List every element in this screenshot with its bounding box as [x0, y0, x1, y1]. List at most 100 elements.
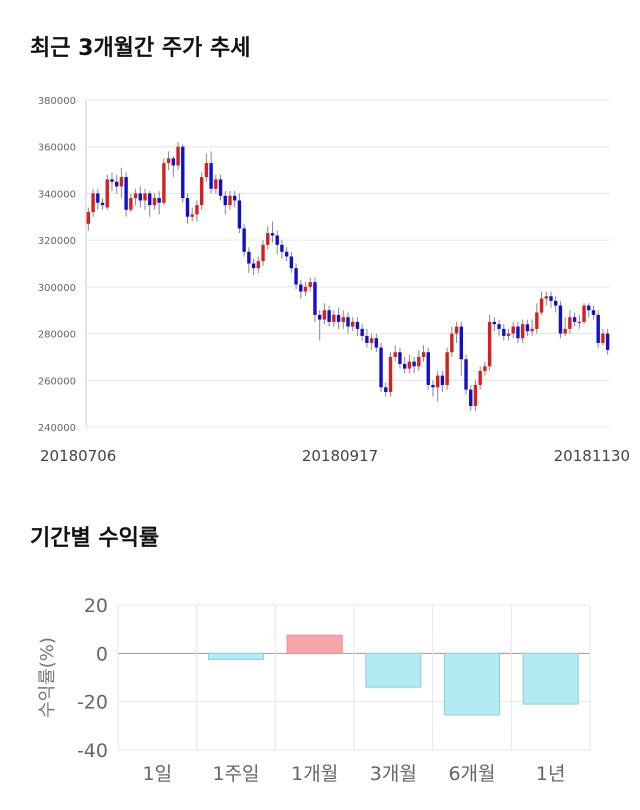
candle-body	[195, 205, 199, 215]
candle-body	[445, 352, 449, 385]
candle-body	[596, 314, 600, 343]
candle-body	[171, 158, 176, 166]
candle-body	[308, 282, 312, 287]
candle-body	[469, 389, 473, 406]
x-tick-label: 1년	[536, 763, 566, 785]
candle-body	[520, 324, 525, 339]
candle-body	[119, 177, 124, 187]
candle-body	[384, 387, 388, 392]
candle-body	[166, 158, 171, 164]
candle-body	[96, 193, 100, 203]
candle-body	[601, 333, 605, 343]
candle-body	[577, 321, 582, 324]
candle-body	[492, 321, 497, 325]
candle-body	[181, 146, 185, 199]
price-trend-chart: 380000 360000 340000 320000 300000 280000 2600…	[38, 96, 630, 465]
candle-body	[284, 251, 289, 257]
candle-body	[341, 317, 345, 322]
price-trend-title: 최근 3개월간 주가 추세	[30, 36, 251, 61]
y-tick-label: 340000	[38, 189, 76, 200]
candle-body	[336, 314, 341, 322]
candle-body	[582, 305, 586, 322]
x-tick-label: 20180706	[40, 447, 116, 465]
candle-body	[402, 363, 407, 369]
y-tick-label: 20	[84, 595, 108, 617]
y-tick-label: 320000	[38, 236, 76, 247]
candle-body	[332, 314, 336, 322]
return-bar	[443, 652, 501, 716]
candle-body	[214, 179, 218, 189]
candle-body	[539, 298, 544, 313]
candle-body	[218, 179, 223, 196]
candle-body	[398, 352, 402, 364]
candle-body	[86, 212, 91, 224]
candle-body	[431, 384, 435, 388]
x-tick-label: 6개월	[448, 763, 495, 785]
y-tick-label: 360000	[38, 143, 76, 154]
x-tick-label: 3개월	[370, 763, 417, 785]
candle-body	[587, 305, 591, 311]
candle-body	[162, 163, 166, 203]
candle-body	[233, 195, 237, 201]
x-tick-label: 20181130	[554, 447, 630, 465]
candle-body	[435, 375, 440, 388]
candle-body	[247, 251, 251, 264]
candle-body	[190, 214, 194, 217]
candle-body	[100, 202, 105, 206]
candle-body	[138, 193, 142, 201]
x-tick-label: 20180917	[302, 447, 378, 465]
candle-body	[114, 181, 119, 187]
candle-body	[327, 310, 331, 322]
y-tick-label: 260000	[38, 376, 76, 387]
candle-body	[242, 228, 246, 252]
candle-body	[199, 177, 204, 206]
candle-body	[270, 233, 275, 236]
candle-body	[506, 333, 511, 336]
candle-body	[355, 321, 360, 329]
candle-body	[303, 286, 308, 292]
y-tick-label: -20	[77, 692, 108, 714]
candle-body	[591, 310, 596, 315]
y-tick-label: 0	[96, 643, 108, 665]
candle-body	[129, 198, 133, 210]
candle-body	[369, 338, 374, 343]
candle-body	[237, 200, 242, 229]
candle-body	[535, 312, 539, 329]
candle-body	[605, 333, 610, 350]
candle-body	[256, 261, 261, 269]
candle-body	[407, 361, 412, 369]
y-tick-label: 240000	[38, 423, 76, 434]
candle-body	[223, 195, 227, 206]
x-tick-label: 1개월	[291, 763, 338, 785]
candle-body	[487, 321, 492, 367]
return-bar	[365, 652, 422, 688]
candle-body	[204, 163, 209, 178]
candle-body	[568, 317, 572, 329]
candle-body	[251, 263, 256, 269]
candle-body	[266, 233, 270, 245]
candle-body	[289, 256, 294, 269]
candle-body	[530, 328, 534, 332]
candle-body	[148, 193, 152, 206]
candle-body	[317, 314, 322, 320]
candle-body	[133, 193, 138, 199]
candle-body	[228, 195, 232, 206]
candle-body	[473, 384, 478, 406]
candle-body	[185, 198, 190, 217]
y-tick-label: 280000	[38, 330, 76, 341]
x-tick-label: 1주일	[212, 763, 259, 785]
candle-body	[572, 317, 577, 322]
y-tick-label: 300000	[38, 283, 76, 294]
candle-body	[417, 356, 421, 367]
x-tick-label: 1일	[143, 763, 173, 785]
candle-body	[261, 244, 265, 262]
candle-body	[365, 335, 369, 343]
candle-body	[209, 163, 213, 189]
y-axis-label: 수익률(%)	[37, 637, 58, 718]
returns-title: 기간별 수익률	[30, 526, 160, 551]
candle-body	[483, 366, 487, 371]
candle-body	[110, 179, 114, 182]
candle-body	[313, 282, 317, 315]
candle-body	[351, 321, 355, 327]
candle-body	[554, 300, 558, 306]
